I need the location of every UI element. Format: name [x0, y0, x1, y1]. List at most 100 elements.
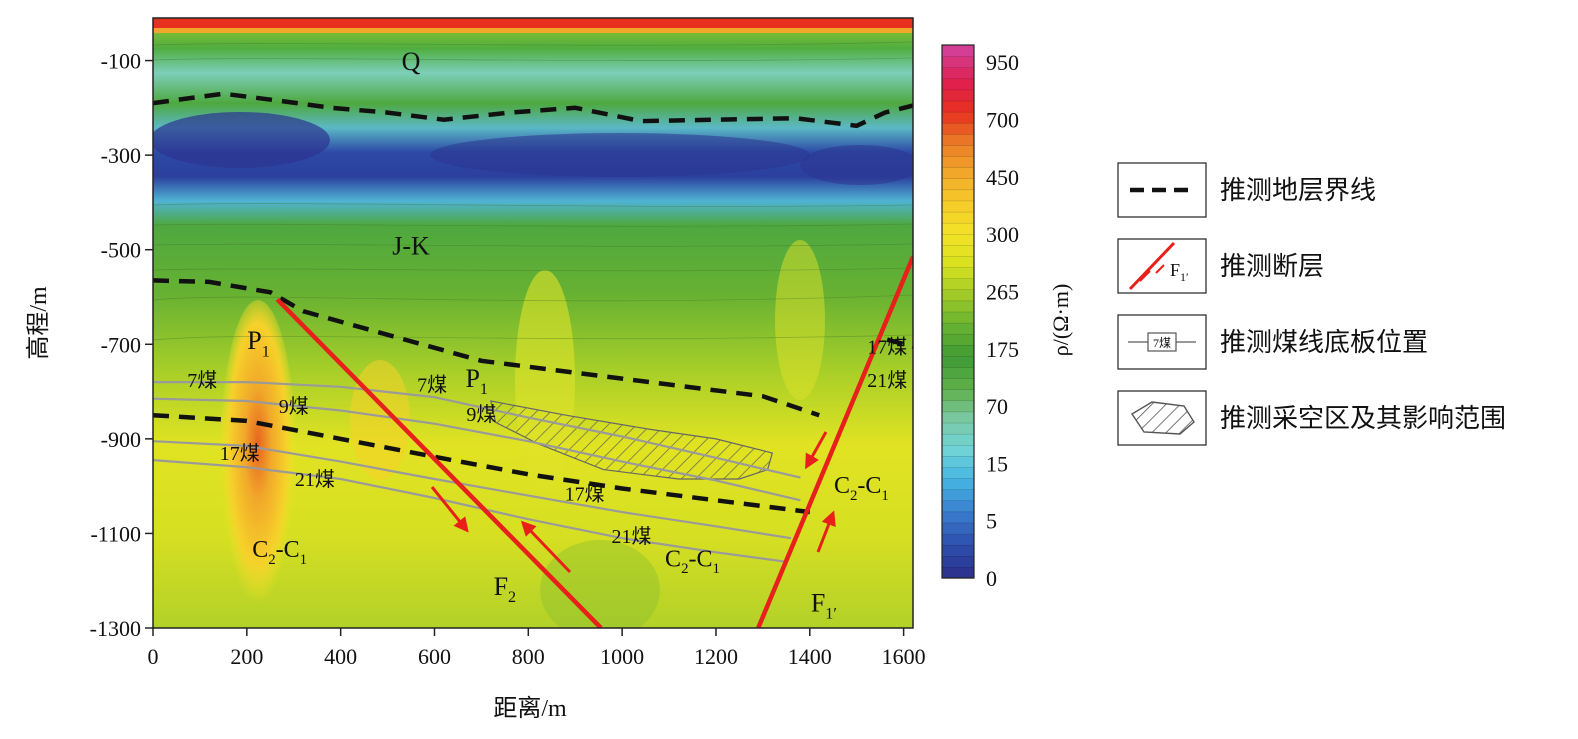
stratum-label: C2-C1: [665, 547, 720, 578]
stratum-label: C2-C1: [252, 537, 307, 568]
colorbar-swatch: [941, 222, 975, 235]
colorbar: 0 5 15 70 175 265 300 450 700 950: [941, 44, 1019, 591]
colorbar-swatch: [941, 311, 975, 324]
colorbar-tick-label: 700: [986, 108, 1019, 133]
legend-item-fault: F1′ 推测断层: [1117, 238, 1324, 294]
legend-fault-symbol: F1′: [1170, 260, 1189, 284]
goaf-area: [490, 400, 774, 480]
colorbar-swatch: [941, 211, 975, 224]
colorbar-swatch: [941, 100, 975, 113]
colorbar-swatch: [941, 133, 975, 146]
colorbar-swatch: [941, 244, 975, 257]
legend-item-boundary: 推测地层界线: [1117, 162, 1376, 218]
colorbar-swatch: [941, 300, 975, 313]
coal-seam-line: [153, 381, 801, 479]
colorbar-swatch: [941, 444, 975, 457]
x-tick-label: 1000: [600, 644, 644, 669]
fault-line: [756, 255, 913, 628]
colorbar-swatch: [941, 566, 975, 579]
stratum-boundary-line: [886, 337, 913, 349]
colorbar-swatch: [941, 422, 975, 435]
y-tick-label: -500: [101, 238, 141, 263]
x-tick-label: 1200: [694, 644, 738, 669]
x-tick-label: 400: [324, 644, 357, 669]
colorbar-tick-label: 450: [986, 165, 1019, 190]
coal-seam-line: [153, 397, 801, 502]
coal-seam-label: 9煤: [466, 403, 496, 426]
x-tick-label: 600: [418, 644, 451, 669]
colorbar-swatch: [941, 355, 975, 368]
colorbar-swatch: [941, 200, 975, 213]
coal-seam-label: 7煤: [187, 369, 217, 392]
colorbar-tick-label: 5: [986, 509, 997, 534]
y-tick-label: -1300: [90, 616, 141, 641]
coal-seam-line: [153, 440, 792, 540]
legend-label: 推测断层: [1220, 252, 1324, 282]
coal-seam-label: 21煤: [867, 369, 907, 392]
colorbar-swatch: [941, 322, 975, 335]
colorbar-swatch: [941, 511, 975, 524]
legend-label: 推测地层界线: [1220, 176, 1376, 206]
stratum-boundary-line: [153, 91, 913, 129]
colorbar-swatch: [941, 411, 975, 424]
colorbar-swatch: [941, 166, 975, 179]
stratum-label: P1: [247, 326, 270, 360]
colorbar-swatch: [941, 533, 975, 546]
legend-label: 推测煤线底板位置: [1220, 328, 1428, 358]
colorbar-swatch: [941, 277, 975, 291]
colorbar-title: ρ/(Ω·m): [1048, 284, 1073, 357]
fault-arrows: [430, 431, 836, 574]
colorbar-swatch: [941, 155, 975, 168]
y-tick-label: -1100: [90, 521, 141, 546]
colorbar-tick-label: 15: [986, 451, 1008, 476]
colorbar-swatch: [941, 555, 975, 568]
y-tick-label: -100: [101, 49, 141, 74]
colorbar-tick-label: 300: [986, 222, 1019, 247]
colorbar-tick-label: 70: [986, 394, 1008, 419]
x-tick-label: 1600: [882, 644, 926, 669]
colorbar-swatch: [941, 466, 975, 479]
y-axis-title: 高程/m: [25, 286, 52, 360]
colorbar-swatch: [941, 400, 975, 413]
colorbar-swatch: [941, 344, 975, 357]
colorbar-swatch: [941, 366, 975, 379]
coal-seam-label: 17煤: [220, 442, 260, 465]
y-tick-label: -700: [101, 332, 141, 357]
x-axis-title: 距离/m: [493, 695, 567, 722]
colorbar-swatch: [941, 289, 975, 302]
stratum-boundary-line: [153, 278, 820, 418]
colorbar-swatch: [941, 266, 975, 279]
coal-seam-label: 7煤: [417, 374, 447, 397]
colorbar-swatch: [941, 189, 975, 202]
colorbar-swatch: [941, 122, 975, 135]
stratum-label: J-K: [392, 231, 430, 260]
x-tick-label: 1400: [788, 644, 832, 669]
colorbar-tick-label: 265: [986, 279, 1019, 304]
colorbar-swatch: [941, 488, 975, 502]
x-tick-label: 0: [148, 644, 159, 669]
stratum-label: Q: [402, 47, 421, 76]
y-tick-label: -300: [101, 143, 141, 168]
stratum-boundary-line: [153, 412, 811, 515]
colorbar-swatch: [941, 178, 975, 191]
fault-line: [275, 297, 603, 628]
colorbar-swatch: [941, 477, 975, 490]
coal-seam-label: 21煤: [612, 525, 652, 548]
legend-item-goaf: 推测采空区及其影响范围: [1117, 390, 1506, 446]
x-tick-label: 200: [230, 644, 263, 669]
fault-label: F2: [494, 572, 517, 606]
colorbar-swatch: [941, 111, 975, 124]
colorbar-tick-label: 950: [986, 50, 1019, 75]
colorbar-swatch: [941, 44, 975, 57]
stratum-label: C2-C1: [834, 473, 889, 504]
colorbar-swatch: [941, 544, 975, 557]
y-axis: -100 -300 -500 -700 -900 -1100 -1300: [90, 49, 153, 641]
colorbar-tick-label: 0: [986, 566, 997, 591]
fault-label: F1′: [811, 588, 837, 622]
colorbar-swatch: [941, 522, 975, 535]
coal-seam-label: 17煤: [867, 336, 907, 359]
coal-seam-label: 21煤: [295, 468, 335, 491]
stratum-label: P1: [465, 364, 488, 398]
